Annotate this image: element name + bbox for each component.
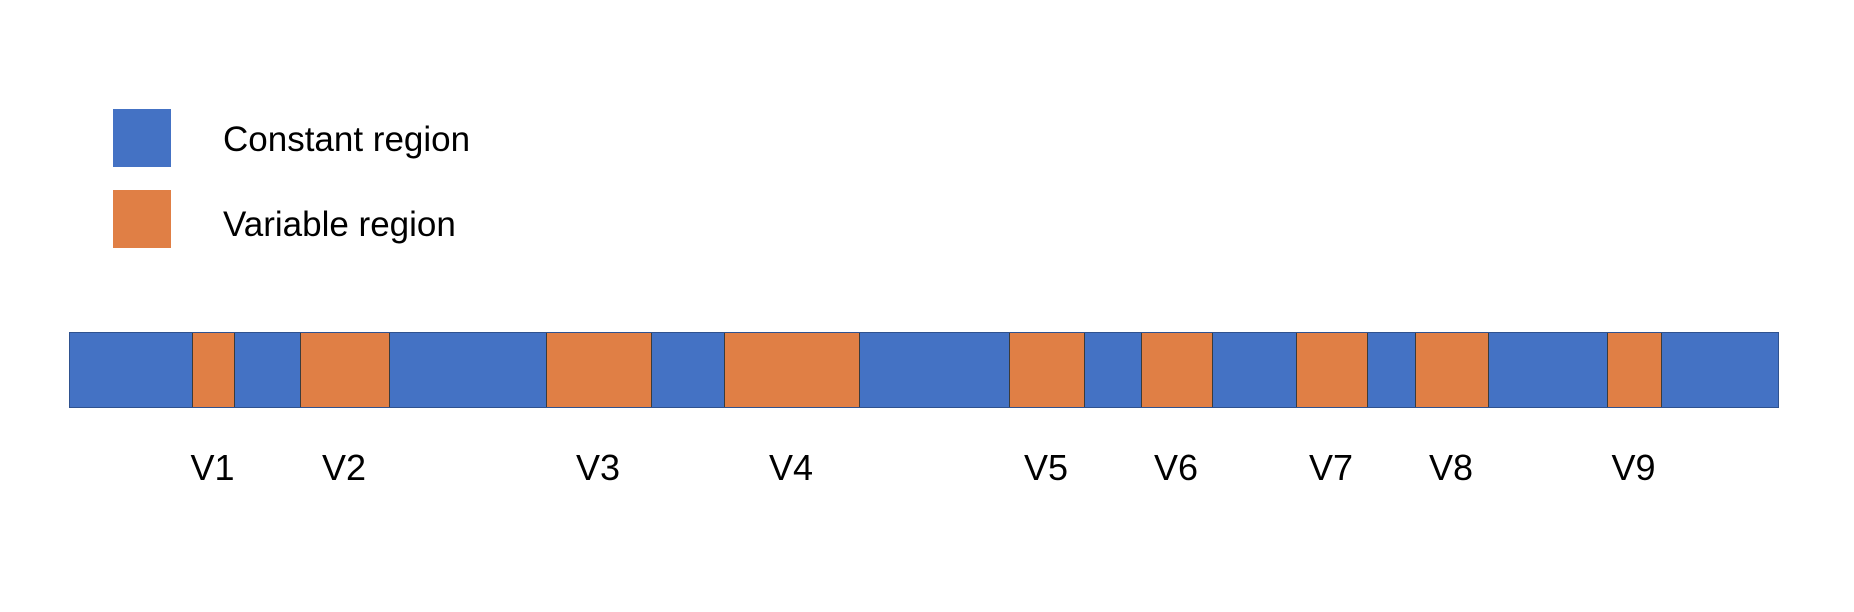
constant-region-14 xyxy=(1368,333,1415,407)
region-label-v5: V5 xyxy=(1023,447,1069,488)
constant-region-4 xyxy=(390,333,546,407)
constant-region-10 xyxy=(1085,333,1141,407)
gene-strip xyxy=(69,332,1779,408)
constant-region-6 xyxy=(652,333,724,407)
variable-region-v4 xyxy=(724,333,860,407)
variable-region-v7 xyxy=(1296,333,1368,407)
region-label-v6: V6 xyxy=(1153,447,1199,488)
constant-region-8 xyxy=(860,333,1009,407)
region-label-v1: V1 xyxy=(190,447,235,488)
region-label-v4: V4 xyxy=(768,447,814,488)
legend-swatch-constant xyxy=(113,109,171,167)
region-label-v9: V9 xyxy=(1611,447,1656,488)
legend-swatch-variable xyxy=(113,190,171,248)
variable-region-v8 xyxy=(1415,333,1489,407)
legend-label-constant: Constant region xyxy=(223,120,471,159)
constant-region-0 xyxy=(70,333,192,407)
variable-region-v6 xyxy=(1141,333,1213,407)
constant-region-12 xyxy=(1213,333,1296,407)
constant-region-16 xyxy=(1489,333,1607,407)
variable-region-v9 xyxy=(1607,333,1662,407)
region-label-v8: V8 xyxy=(1428,447,1474,488)
variable-region-v3 xyxy=(546,333,652,407)
region-label-v3: V3 xyxy=(575,447,621,488)
variable-region-v5 xyxy=(1009,333,1085,407)
legend-label-variable: Variable region xyxy=(223,205,456,244)
variable-region-v2 xyxy=(300,333,390,407)
region-label-v2: V2 xyxy=(321,447,367,488)
variable-region-v1 xyxy=(192,333,235,407)
constant-region-18 xyxy=(1662,333,1778,407)
constant-region-2 xyxy=(235,333,300,407)
region-label-v7: V7 xyxy=(1308,447,1354,488)
